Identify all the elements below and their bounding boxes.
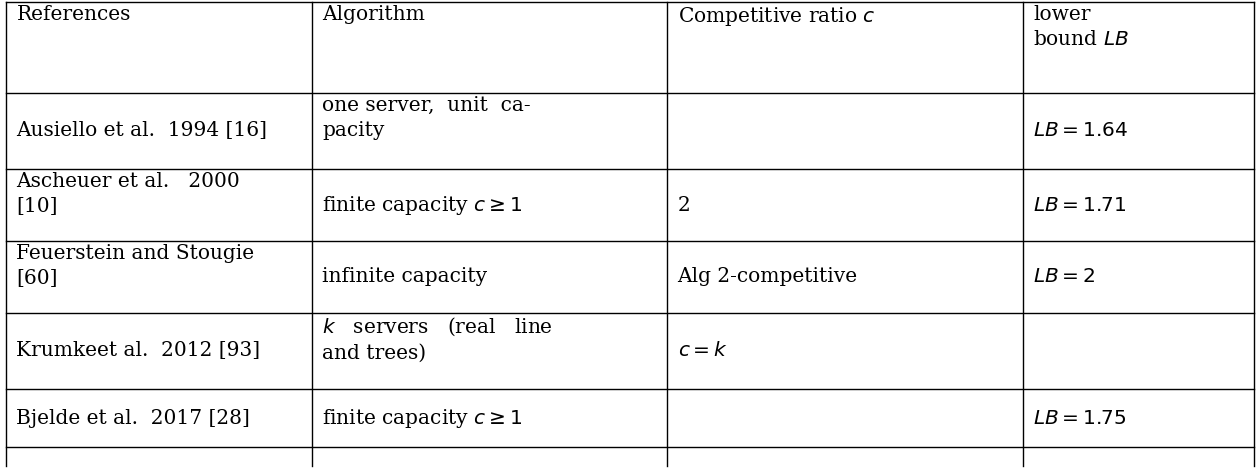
Text: lower
bound $LB$: lower bound $LB$ — [1033, 5, 1129, 49]
Text: Feuerstein and Stougie
[60]: Feuerstein and Stougie [60] — [16, 244, 255, 288]
Text: 2: 2 — [678, 196, 690, 214]
Text: Algorithm: Algorithm — [323, 5, 425, 24]
Text: $LB = 1.64$: $LB = 1.64$ — [1033, 121, 1129, 140]
Text: infinite capacity: infinite capacity — [323, 267, 488, 286]
Text: Alg 2-competitive: Alg 2-competitive — [678, 267, 858, 286]
Text: Ausiello et al.  1994 [16]: Ausiello et al. 1994 [16] — [16, 121, 267, 140]
Text: finite capacity $c \geq 1$: finite capacity $c \geq 1$ — [323, 407, 522, 430]
Text: $c = k$: $c = k$ — [678, 342, 727, 360]
Text: Krumkeet al.  2012 [93]: Krumkeet al. 2012 [93] — [16, 342, 261, 360]
Text: $k$   servers   (real   line
and trees): $k$ servers (real line and trees) — [323, 316, 553, 363]
Text: Bjelde et al.  2017 [28]: Bjelde et al. 2017 [28] — [16, 409, 251, 428]
Text: finite capacity $c \geq 1$: finite capacity $c \geq 1$ — [323, 194, 522, 217]
Text: $LB = 1.71$: $LB = 1.71$ — [1033, 196, 1126, 214]
Text: References: References — [16, 5, 131, 24]
Text: Competitive ratio $c$: Competitive ratio $c$ — [678, 5, 874, 29]
Text: $LB = 1.75$: $LB = 1.75$ — [1033, 409, 1126, 428]
Text: one server,  unit  ca-
pacity: one server, unit ca- pacity — [323, 95, 530, 139]
Text: Ascheuer et al.   2000
[10]: Ascheuer et al. 2000 [10] — [16, 172, 241, 216]
Text: $LB = 2$: $LB = 2$ — [1033, 267, 1096, 286]
